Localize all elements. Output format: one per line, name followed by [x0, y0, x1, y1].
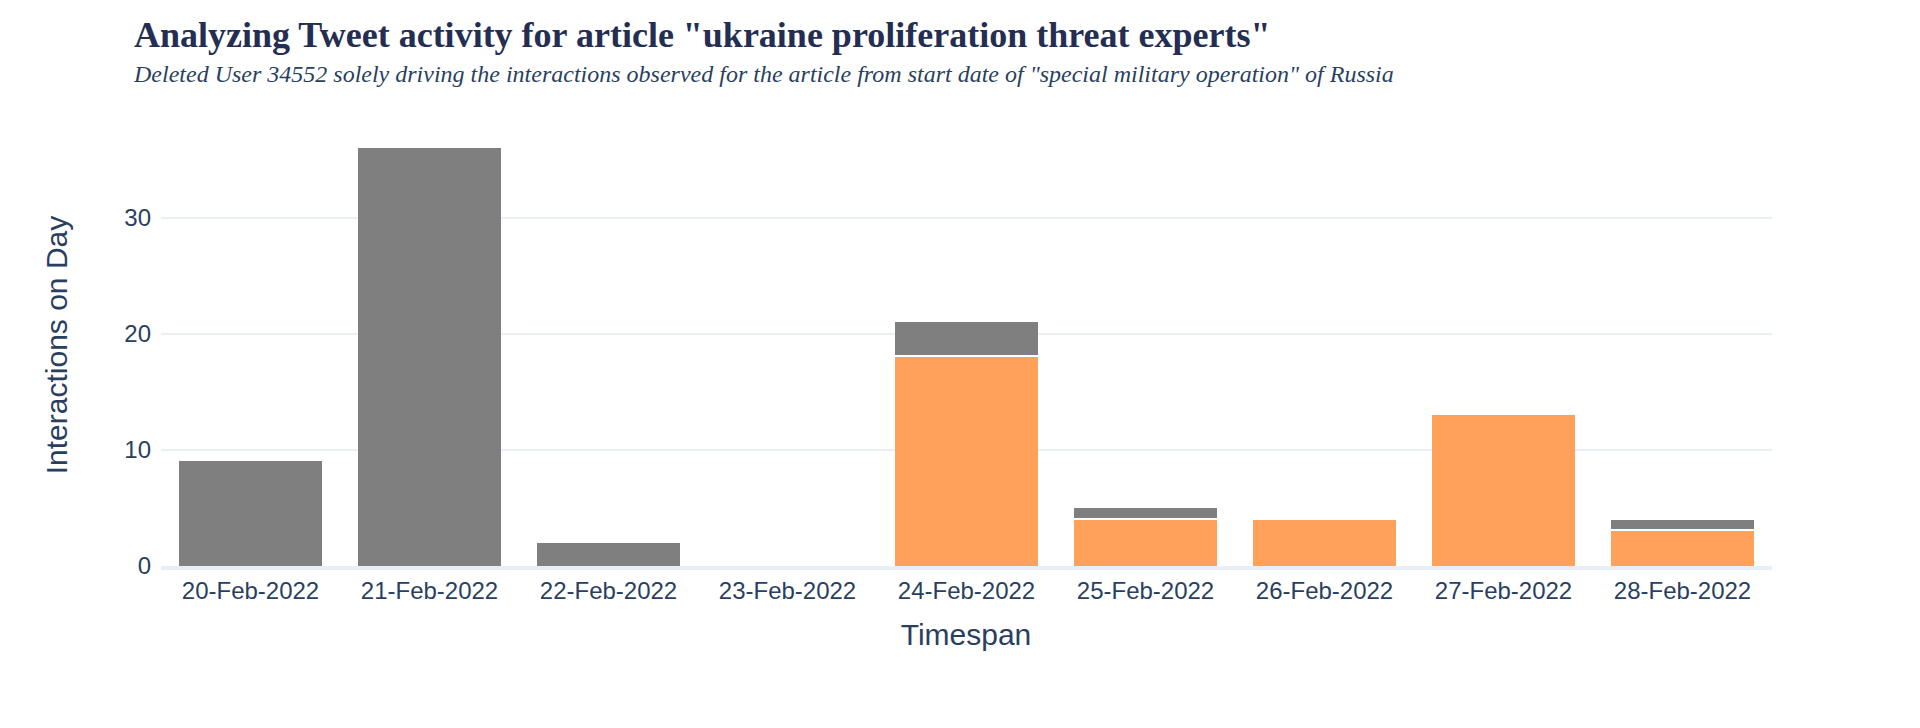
- bar-segment-orange-segment[interactable]: [895, 357, 1038, 566]
- x-tick-label: 25-Feb-2022: [1046, 576, 1246, 606]
- y-axis-title: Interactions on Day: [40, 216, 74, 474]
- bar-segment-gray-segment[interactable]: [1074, 508, 1217, 520]
- chart-title: Analyzing Tweet activity for article "uk…: [134, 14, 1270, 57]
- x-tick-label: 27-Feb-2022: [1404, 576, 1604, 606]
- x-axis-title: Timespan: [901, 618, 1032, 652]
- bar-segment-orange-segment[interactable]: [1074, 520, 1217, 566]
- bar-segment-gray-segment[interactable]: [179, 461, 322, 566]
- chart-subtitle: Deleted User 34552 solely driving the in…: [134, 60, 1394, 89]
- x-tick-label: 26-Feb-2022: [1225, 576, 1425, 606]
- bar-segment-gray-segment[interactable]: [358, 148, 501, 566]
- x-tick-label: 22-Feb-2022: [509, 576, 709, 606]
- plot-area: [161, 113, 1772, 566]
- tweet-activity-chart: Analyzing Tweet activity for article "uk…: [0, 0, 1920, 728]
- y-tick-label: 30: [81, 203, 151, 233]
- bar-segment-orange-segment[interactable]: [1253, 520, 1396, 566]
- y-tick-label: 0: [81, 551, 151, 581]
- x-tick-label: 24-Feb-2022: [867, 576, 1067, 606]
- x-tick-label: 20-Feb-2022: [151, 576, 351, 606]
- x-tick-label: 28-Feb-2022: [1583, 576, 1783, 606]
- x-tick-label: 23-Feb-2022: [688, 576, 888, 606]
- bar-segment-orange-segment[interactable]: [1611, 531, 1754, 566]
- y-tick-label: 20: [81, 319, 151, 349]
- y-tick-label: 10: [81, 435, 151, 465]
- bar-segment-gray-segment[interactable]: [537, 543, 680, 566]
- bar-segment-gray-segment[interactable]: [1611, 520, 1754, 532]
- x-tick-label: 21-Feb-2022: [330, 576, 530, 606]
- bar-segment-gray-segment[interactable]: [895, 322, 1038, 357]
- bar-segment-orange-segment[interactable]: [1432, 415, 1575, 566]
- x-axis-zero-line: [161, 566, 1772, 570]
